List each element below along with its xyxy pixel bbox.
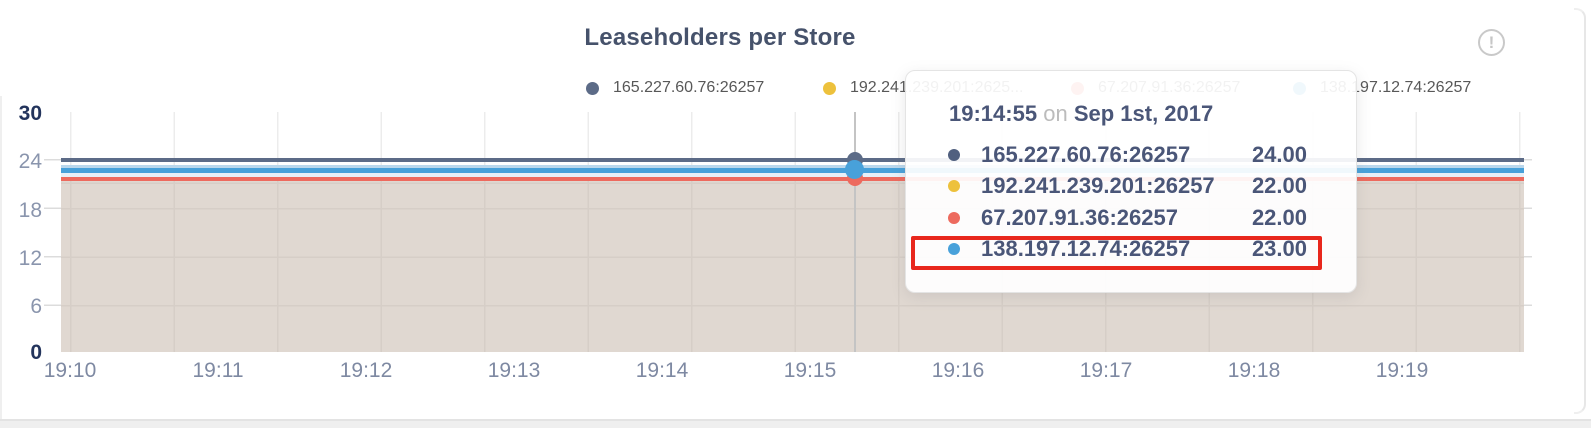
tooltip-row-node4: 138.197.12.74:26257 23.00 [906, 234, 1356, 266]
tooltip-row-value: 23.00 [1251, 236, 1307, 262]
y-axis-tick: 24 [18, 150, 42, 173]
series-line-halo [61, 172, 1524, 177]
legend-label: 138.197.12.74:26257 [1320, 79, 1472, 96]
tooltip-row-node1: 165.227.60.76:26257 24.00 [906, 139, 1356, 171]
card-border-left [0, 96, 2, 426]
tooltip-row-value: 22.00 [1251, 173, 1307, 199]
series-dot-icon [948, 148, 960, 161]
x-axis-tick: 19:18 [1227, 359, 1281, 382]
tooltip-row-value: 22.00 [1251, 204, 1307, 230]
card-border-right [1574, 8, 1586, 414]
tooltip-date: Sep 1st, 2017 [1073, 101, 1214, 126]
tooltip-connector: on [1043, 101, 1068, 126]
x-axis-tick: 19:11 [192, 359, 244, 382]
x-axis-tick: 19:14 [635, 359, 689, 382]
x-axis-tick: 19:16 [931, 359, 985, 382]
tooltip-row-label: 192.241.239.201:26257 [981, 173, 1215, 199]
series-dot-icon [948, 243, 960, 256]
series-line-node4 [61, 168, 1524, 173]
tooltip-time: 19:14:55 [949, 101, 1038, 126]
next-card-edge [0, 421, 1591, 428]
legend-dot-icon [586, 81, 599, 95]
y-axis-tick: 6 [30, 295, 42, 318]
tooltip-timestamp: 19:14:55 on Sep 1st, 2017 [949, 101, 1307, 127]
series-line-halo [61, 164, 1524, 168]
tooltip-row-label: 138.197.12.74:26257 [981, 236, 1191, 262]
x-axis-tick: 19:19 [1375, 359, 1429, 382]
hover-point-node4 [845, 160, 864, 179]
legend-label: 165.227.60.76:26257 [613, 79, 765, 96]
tooltip-row-node2: 192.241.239.201:26257 22.00 [906, 171, 1356, 203]
x-axis-tick: 19:15 [783, 359, 837, 382]
series-line-node3 [61, 176, 1524, 181]
series-line-node1 [61, 157, 1524, 162]
chart-tooltip: 19:14:55 on Sep 1st, 2017 165.227.60.76:… [905, 70, 1357, 293]
chart-title: Leaseholders per Store [584, 24, 856, 51]
legend-dot-icon [823, 81, 836, 95]
y-axis-tick: 30 [18, 102, 42, 125]
y-axis-tick: 0 [30, 341, 42, 364]
y-axis-tick: 18 [18, 198, 42, 222]
x-axis-tick: 19:12 [339, 359, 393, 382]
hover-crosshair-line [854, 112, 856, 352]
x-axis-tick: 19:10 [43, 359, 97, 382]
annotation-highlight-rect [911, 236, 1322, 270]
y-gridline-stubs-left [44, 158, 61, 309]
tooltip-row-node3: 67.207.91.36:26257 22.00 [906, 202, 1356, 234]
tooltip-row-label: 165.227.60.76:26257 [981, 141, 1191, 167]
y-axis-tick: 12 [18, 247, 42, 270]
series-dot-icon [948, 211, 960, 224]
x-axis-tick: 19:13 [487, 359, 541, 382]
y-gridline-stubs-right [1524, 158, 1532, 309]
tooltip-row-value: 24.00 [1251, 141, 1307, 167]
series-dot-icon [948, 180, 960, 193]
legend-item-node1[interactable]: 165.227.60.76:26257 [586, 79, 764, 97]
card-bottom-divider [0, 419, 1591, 421]
tooltip-row-label: 67.207.91.36:26257 [981, 204, 1178, 230]
info-circle-icon[interactable] [1478, 29, 1505, 56]
x-axis-tick: 19:17 [1079, 359, 1133, 382]
